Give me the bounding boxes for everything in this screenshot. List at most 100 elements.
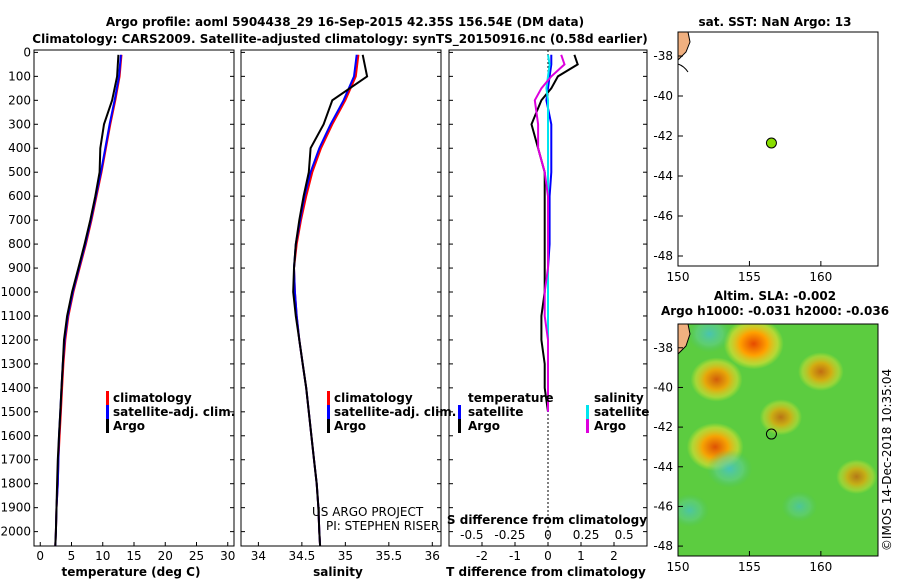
salinity-legend: climatology satellite-adj. clim. Argo: [327, 391, 456, 433]
depth-tick-label: 900: [8, 261, 31, 275]
coastline: [678, 324, 691, 355]
lat-tick-label: -40: [653, 89, 673, 103]
lat-tick-label: -48: [653, 249, 673, 263]
legend-label: climatology: [334, 391, 413, 405]
depth-tick-label: 400: [8, 141, 31, 155]
x-tick-label: 35: [338, 549, 353, 563]
lat-tick-label: -38: [653, 49, 673, 63]
lon-tick-label: 160: [809, 270, 832, 284]
legend-title-salinity: salinity: [594, 391, 644, 405]
temperature-panel: [33, 49, 235, 547]
depth-tick-label: 300: [8, 117, 31, 131]
lat-tick-label: -46: [653, 499, 673, 513]
figure-subtitle: Climatology: CARS2009. Satellite-adjuste…: [32, 32, 647, 47]
x-tick-label: 25: [189, 549, 204, 563]
x-tick-label: 20: [158, 549, 173, 563]
coastline: [677, 63, 689, 73]
x-tick-label: 10: [95, 549, 110, 563]
series-line-s-argo: [533, 54, 566, 412]
sla-anomaly-blob: [759, 399, 803, 436]
lon-tick-label: 160: [809, 560, 832, 574]
depth-tick-label: 1200: [0, 333, 31, 347]
lat-tick-label: -44: [653, 169, 673, 183]
credit-line-1: US ARGO PROJECT: [312, 505, 424, 519]
x-tick-label: 0: [36, 549, 44, 563]
figure-title: Argo profile: aoml 5904438_29 16-Sep-201…: [106, 15, 584, 30]
series-line-argo: [54, 54, 120, 547]
argo-location-marker: [765, 137, 777, 149]
series-line-satellite-adj-clim-: [292, 54, 358, 547]
s-diff-tick-label: 0.25: [573, 528, 600, 542]
legend-swatch-satellite: [327, 405, 330, 419]
s-difference-label: S difference from climatology: [447, 513, 647, 527]
argo-location-marker: [765, 428, 777, 440]
legend-label: Argo: [113, 419, 145, 433]
depth-tick-label: 1100: [0, 309, 31, 323]
temperature-legend: climatology satellite-adj. clim. Argo: [106, 391, 235, 433]
x-tick-label: 34: [251, 549, 266, 563]
salinity-panel: [240, 49, 442, 547]
depth-tick-label: 2000: [0, 525, 31, 539]
depth-tick-label: 1300: [0, 357, 31, 371]
series-line-satellite-adj-clim-: [54, 54, 122, 547]
x-tick-label: 1: [577, 549, 585, 563]
difference-legend: temperature satellite Argo salinity sate…: [458, 391, 649, 433]
depth-tick-label: 1600: [0, 429, 31, 443]
sla-anomaly-blob: [836, 459, 877, 495]
coastline: [677, 31, 691, 62]
lat-tick-label: -48: [653, 539, 673, 553]
x-tick-label: 35.5: [375, 549, 402, 563]
legend-label: Argo: [334, 419, 366, 433]
map-axes: -38 -40 -42 -44 -46 -48 150 155 160 -38 -40 -42 -44 -…: [653, 49, 832, 574]
lon-tick-label: 150: [667, 270, 690, 284]
x-tick-label: 15: [126, 549, 141, 563]
salinity-xlabel: salinity: [313, 565, 363, 579]
depth-tick-label: 1000: [0, 285, 31, 299]
series-line-argo: [292, 54, 369, 547]
series-line-t-argo: [530, 54, 579, 412]
lat-tick-label: -40: [653, 380, 673, 394]
sla-anomaly-blob: [723, 324, 784, 370]
sst-map-title: sat. SST: NaN Argo: 13: [698, 15, 851, 29]
depth-tick-label: 200: [8, 93, 31, 107]
depth-tick-label: 1400: [0, 381, 31, 395]
legend-label: climatology: [113, 391, 192, 405]
x-tick-label: -2: [476, 549, 488, 563]
lat-tick-label: -46: [653, 209, 673, 223]
legend-label: Argo: [468, 419, 500, 433]
sla-map-title: Altim. SLA: -0.002: [714, 289, 836, 303]
x-tick-label: 2: [610, 549, 618, 563]
sla-anomaly-blob: [690, 357, 743, 402]
lat-tick-label: -44: [653, 460, 673, 474]
x-tick-label: 30: [220, 549, 235, 563]
lon-tick-label: 150: [667, 560, 690, 574]
sla-heatmap: [678, 324, 878, 556]
lat-tick-label: -42: [653, 129, 673, 143]
lon-tick-label: 155: [738, 270, 761, 284]
credit-line-2: PI: STEPHEN RISER: [326, 519, 439, 533]
x-tick-label: 5: [68, 549, 76, 563]
temperature-xlabel: temperature (deg C): [62, 565, 201, 579]
depth-tick-label: 500: [8, 165, 31, 179]
lat-tick-label: -38: [653, 341, 673, 355]
sla-anomaly-blob: [687, 324, 732, 353]
legend-label: satellite: [594, 405, 649, 419]
lat-tick-label: -42: [653, 420, 673, 434]
x-tick-label: 34.5: [289, 549, 316, 563]
profile-lines: [54, 54, 579, 547]
series-line-climatology: [54, 54, 123, 547]
depth-tick-label: 1500: [0, 405, 31, 419]
x-axes: 0 5 10 15 20 25 30 34 34.5 35 35.5 36 -2 -1 0 1 2 -0.5 -0.…: [36, 50, 634, 563]
depth-tick-label: 1900: [0, 501, 31, 515]
x-tick-label: -1: [509, 549, 521, 563]
legend-swatch-argo: [327, 419, 330, 433]
legend-label: satellite-adj. clim.: [113, 405, 235, 419]
sla-anomaly-blob: [798, 352, 844, 391]
legend-label: satellite: [468, 405, 523, 419]
sst-map: [677, 31, 879, 267]
depth-tick-label: 1700: [0, 453, 31, 467]
depth-tick-label: 100: [8, 69, 31, 83]
difference-xlabel: T difference from climatology: [446, 565, 646, 579]
depth-axis: 0 100 200 300 400 500 600 700 800 900 1000 1100 1200…: [0, 45, 647, 539]
